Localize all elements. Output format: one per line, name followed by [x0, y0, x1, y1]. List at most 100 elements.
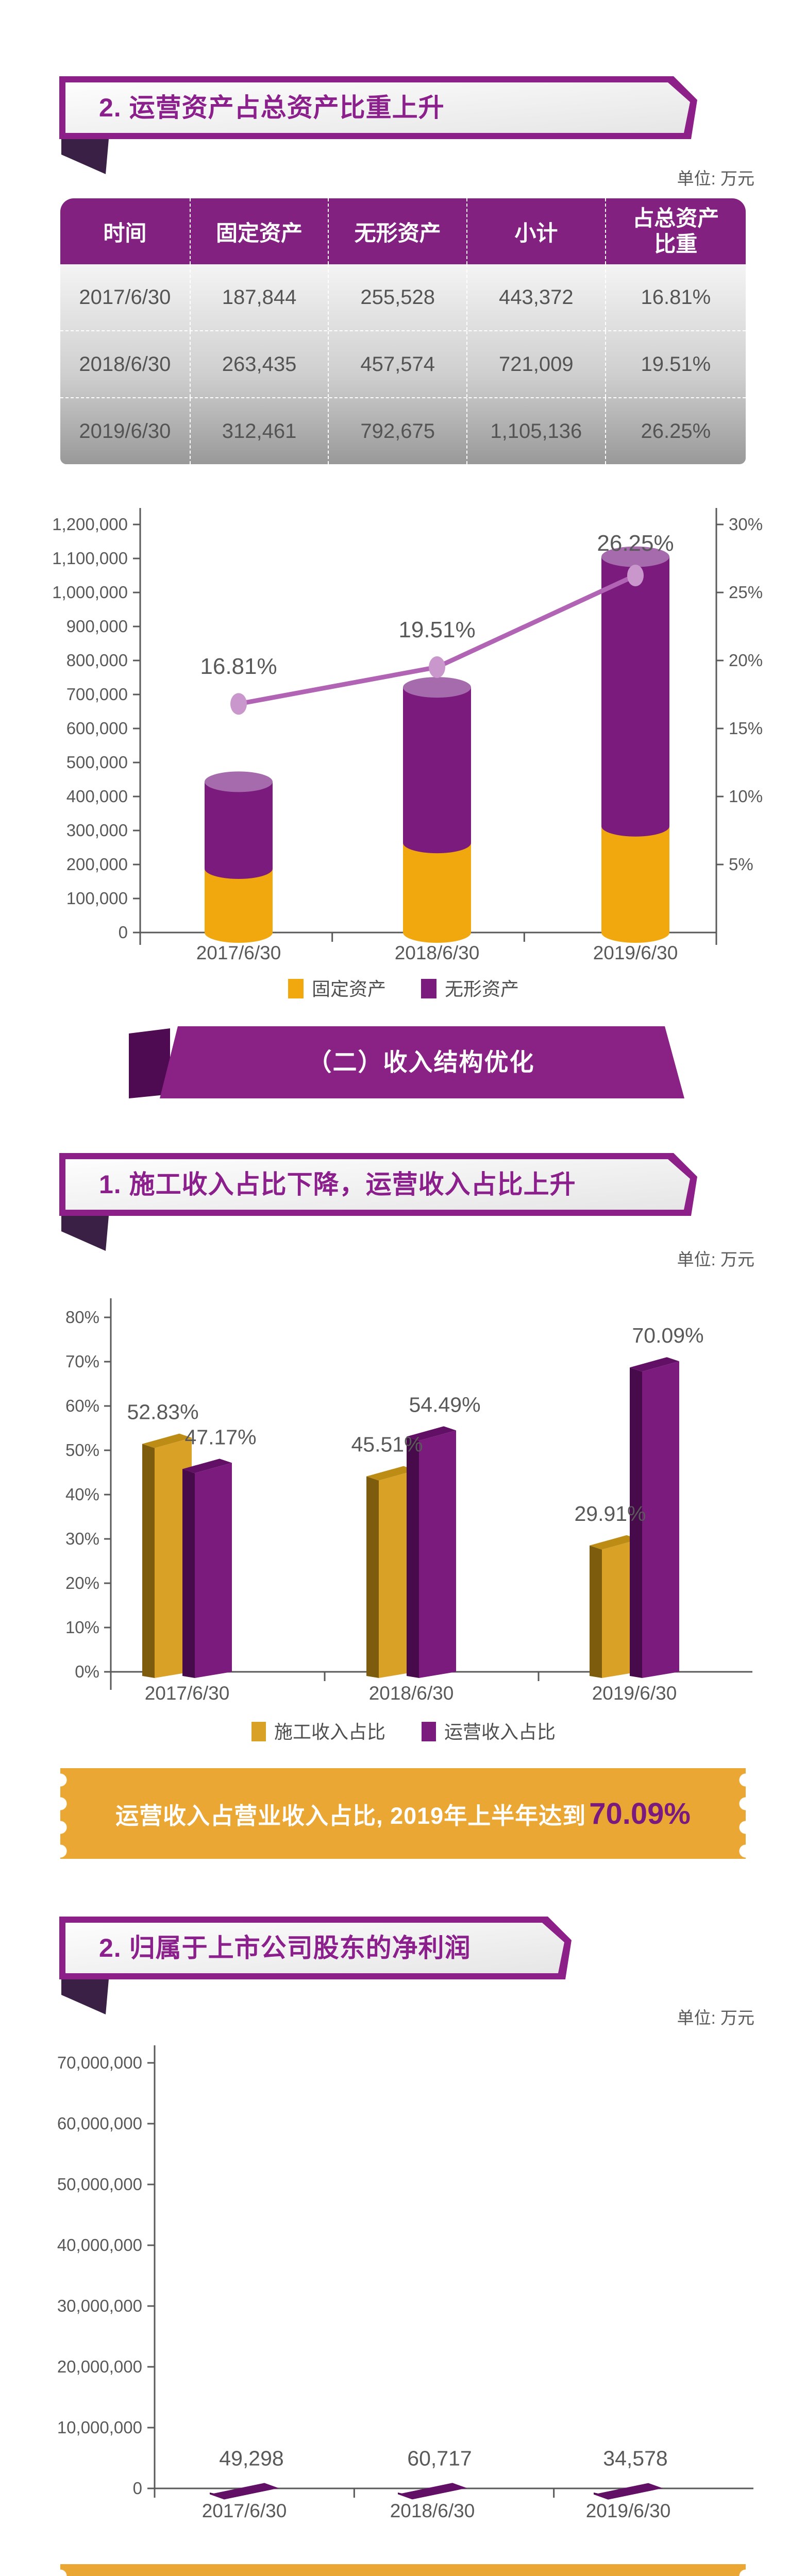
table-cell: 26.25%: [641, 419, 711, 443]
legend: 固定资产 无形资产: [288, 978, 519, 999]
chart-label: 600,000: [66, 719, 128, 738]
table-header-row: 时间 固定资产 无形资产 小计 占总资产比重: [60, 198, 746, 264]
chart-label: 800,000: [66, 651, 128, 670]
table-header-cell: 小计: [467, 198, 606, 264]
chart-assets-combo: 0 100,000 200,000 300,000 400,000 500,000 600,…: [52, 508, 763, 999]
operation-share-bar: [630, 1357, 679, 1678]
unit-label-profit: 单位: 万元: [677, 2008, 754, 2027]
net-profit-bar: [210, 2483, 279, 2500]
net-profit-bar: [398, 2483, 467, 2500]
chart-label: 2018/6/30: [395, 942, 480, 963]
table-cell: 255,528: [329, 264, 467, 330]
chart-label: 2019/6/30: [592, 1683, 677, 1704]
table-header-cell: 无形资产: [329, 198, 467, 264]
chart-label: 26.25%: [597, 531, 674, 556]
table-row: 2017/6/30 187,844 255,528 443,372 16.81%: [60, 264, 746, 330]
operation-share-bar: [407, 1426, 456, 1678]
chart-label: 49,298: [219, 2446, 283, 2470]
stacked-cylinder-bar: [601, 546, 669, 943]
banner-net-profit-title: 2. 归属于上市公司股东的净利润: [99, 1934, 471, 1962]
operation-share-bar: [182, 1459, 232, 1678]
line-point: [627, 565, 644, 586]
chart-label: 0: [133, 2479, 142, 2498]
chart-label: 1,200,000: [52, 515, 128, 534]
chart-label: 15%: [729, 719, 763, 738]
chart-label: 2018/6/30: [369, 1683, 454, 1704]
chart-label: 40,000,000: [57, 2235, 142, 2255]
table-cell: 457,574: [329, 331, 467, 397]
chart-label: 300,000: [66, 821, 128, 840]
chart-label: 700,000: [66, 685, 128, 704]
banner-face: [65, 1159, 690, 1210]
section2-banner-shape: [59, 1153, 697, 1251]
chart-label: 70.09%: [632, 1324, 703, 1347]
banner-operating-assets-title: 2. 运营资产占总资产比重上升: [99, 93, 445, 122]
chart-label: 2017/6/30: [196, 942, 281, 963]
chart-label: 2019/6/30: [586, 2500, 671, 2521]
chart-label: 1,000,000: [52, 583, 128, 602]
chart-label: 50%: [65, 1440, 99, 1460]
chart-label: 400,000: [66, 787, 128, 806]
chart-label: 25%: [729, 583, 763, 602]
chart-label: 10%: [729, 787, 763, 806]
chart-label: 80%: [65, 1308, 99, 1327]
banner-revenue-mix-title: 1. 施工收入占比下降，运营收入占比上升: [99, 1170, 576, 1199]
chart-label: 2017/6/30: [145, 1683, 230, 1704]
highlight-value: 70.09%: [589, 1797, 691, 1831]
table-header-cell: 固定资产: [191, 198, 329, 264]
legend-swatch: [421, 979, 436, 998]
chart-label: 47.17%: [184, 1425, 256, 1449]
table-cell: 721,009: [467, 331, 606, 397]
banner-fold: [61, 139, 109, 174]
table-cell: 792,675: [329, 398, 467, 464]
legend-swatch: [251, 1722, 266, 1741]
chart-label: 1,100,000: [52, 549, 128, 568]
chart-label: 52.83%: [127, 1400, 198, 1424]
section3-banner-shape: [59, 1917, 572, 2014]
highlight-text: 运营收入占营业收入占比, 2019年上半年达到: [115, 1802, 586, 1829]
chart-label: 5%: [729, 855, 753, 874]
net-profit-bar: [594, 2483, 663, 2500]
chart-label: 60,000,000: [57, 2114, 142, 2133]
ribbon-revenue-structure-title: （二）收入结构优化: [307, 1048, 535, 1076]
chart-net-profit: 0 10,000,000 20,000,000 30,000,000 40,000,00…: [57, 2045, 753, 2521]
ribbon-fold: [129, 1028, 170, 1098]
chart-label: 19.51%: [398, 617, 475, 642]
chart-label: 2019/6/30: [593, 942, 678, 963]
chart-label: 20%: [65, 1573, 99, 1592]
legend-swatch: [288, 979, 304, 998]
chart-label: 10,000,000: [57, 2418, 142, 2437]
chart-label: 40%: [65, 1485, 99, 1504]
banner-face: [65, 1923, 564, 1973]
chart-label: 0: [119, 923, 128, 942]
chart-label: 29.91%: [574, 1502, 646, 1526]
chart-label: 45.51%: [351, 1433, 423, 1456]
chart-label: 34,578: [603, 2447, 667, 2470]
table-row: 2018/6/30 263,435 457,574 721,009 19.51%: [60, 330, 746, 397]
chart-label: 2018/6/30: [390, 2500, 475, 2521]
table-cell: 19.51%: [641, 352, 711, 376]
banner-fold: [61, 1979, 109, 2014]
table-cell: 2018/6/30: [60, 331, 191, 397]
chart-label: 10%: [65, 1618, 99, 1637]
chart-revenue-mix: 0% 10% 20% 30% 40% 50% 60% 70% 80% 52.83%47.17% 20…: [65, 1298, 752, 1742]
chart-label: 30%: [729, 515, 763, 534]
chart-label: 20,000,000: [57, 2357, 142, 2376]
chart-label: 70%: [65, 1352, 99, 1371]
line-point: [429, 656, 445, 678]
legend-swatch: [422, 1722, 436, 1741]
table-cell: 2019/6/30: [60, 398, 191, 464]
unit-label-revenue: 单位: 万元: [677, 1250, 754, 1269]
note-banner-net-profit: 净利润同比下滑的原因：公司战略布局变化，公司主营业务 收入结构调整，由环境产业建…: [60, 2564, 746, 2576]
chart-label: 2017/6/30: [202, 2500, 287, 2521]
section2-ribbon-shape: [129, 1026, 684, 1098]
chart-label: 54.49%: [409, 1393, 480, 1416]
stacked-cylinder-bar: [205, 771, 273, 943]
banner-face: [65, 82, 690, 133]
table-cell: 312,461: [191, 398, 329, 464]
table-header-cell: 占总资产比重: [632, 206, 719, 256]
chart-label: 施工收入占比: [274, 1721, 385, 1742]
table-cell: 1,105,136: [467, 398, 606, 464]
line-point: [230, 693, 247, 715]
table-cell: 443,372: [467, 264, 606, 330]
